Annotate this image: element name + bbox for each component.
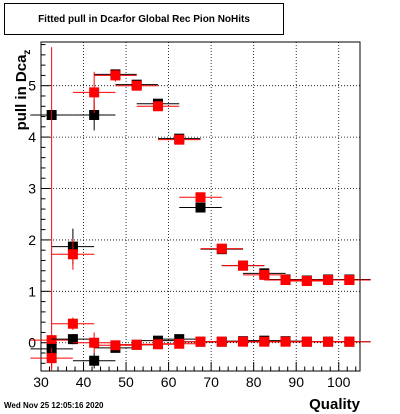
data-point bbox=[110, 70, 121, 81]
y-axis-label: pull in Dcaz bbox=[13, 45, 33, 135]
data-point bbox=[195, 202, 206, 213]
x-tick-label: 40 bbox=[76, 374, 92, 390]
x-tick-label: 90 bbox=[288, 374, 304, 390]
chart-title-sub: z bbox=[118, 15, 123, 23]
data-point bbox=[131, 339, 142, 350]
data-point bbox=[259, 269, 270, 280]
data-point bbox=[67, 334, 78, 345]
data-point bbox=[174, 134, 185, 145]
data-point bbox=[238, 260, 249, 271]
data-point bbox=[152, 101, 163, 112]
y-tick-label: 4 bbox=[28, 129, 36, 145]
data-point bbox=[301, 276, 312, 287]
chart-title-rest: for Global Rec Pion NoHits bbox=[122, 13, 250, 25]
data-point bbox=[46, 353, 57, 364]
data-point bbox=[67, 249, 78, 260]
data-point bbox=[174, 338, 185, 349]
data-point bbox=[67, 318, 78, 329]
y-tick-label: 3 bbox=[28, 181, 36, 197]
y-axis-label-sub: z bbox=[22, 49, 33, 55]
x-tick-label: 50 bbox=[118, 374, 134, 390]
x-tick-label: 60 bbox=[161, 374, 177, 390]
y-axis-label-main: pull in Dca bbox=[13, 54, 30, 131]
data-point bbox=[195, 192, 206, 203]
x-tick-label: 100 bbox=[327, 374, 351, 390]
timestamp: Wed Nov 25 12:05:16 2020 bbox=[4, 401, 104, 410]
data-point bbox=[89, 337, 100, 348]
data-point bbox=[89, 109, 100, 120]
data-point bbox=[216, 243, 227, 254]
x-tick-label: 30 bbox=[33, 374, 49, 390]
y-tick-label: 2 bbox=[28, 232, 36, 248]
x-axis-label: Quality bbox=[309, 396, 360, 413]
data-point bbox=[89, 355, 100, 366]
chart-title: Fitted pull in Dca z for Global Rec Pion … bbox=[4, 3, 284, 35]
data-point bbox=[344, 336, 355, 347]
data-point bbox=[280, 275, 291, 286]
data-point bbox=[46, 335, 57, 346]
x-tick-label: 80 bbox=[246, 374, 262, 390]
data-point bbox=[131, 80, 142, 91]
data-point bbox=[152, 339, 163, 350]
y-tick-label: 0 bbox=[28, 335, 36, 351]
data-point bbox=[110, 340, 121, 351]
chart-title-main: Fitted pull in Dca bbox=[38, 13, 119, 25]
y-tick-label: 5 bbox=[28, 78, 36, 94]
data-point bbox=[89, 87, 100, 98]
x-tick-label: 70 bbox=[203, 374, 219, 390]
y-tick-label: 1 bbox=[28, 283, 36, 299]
data-point bbox=[344, 275, 355, 286]
